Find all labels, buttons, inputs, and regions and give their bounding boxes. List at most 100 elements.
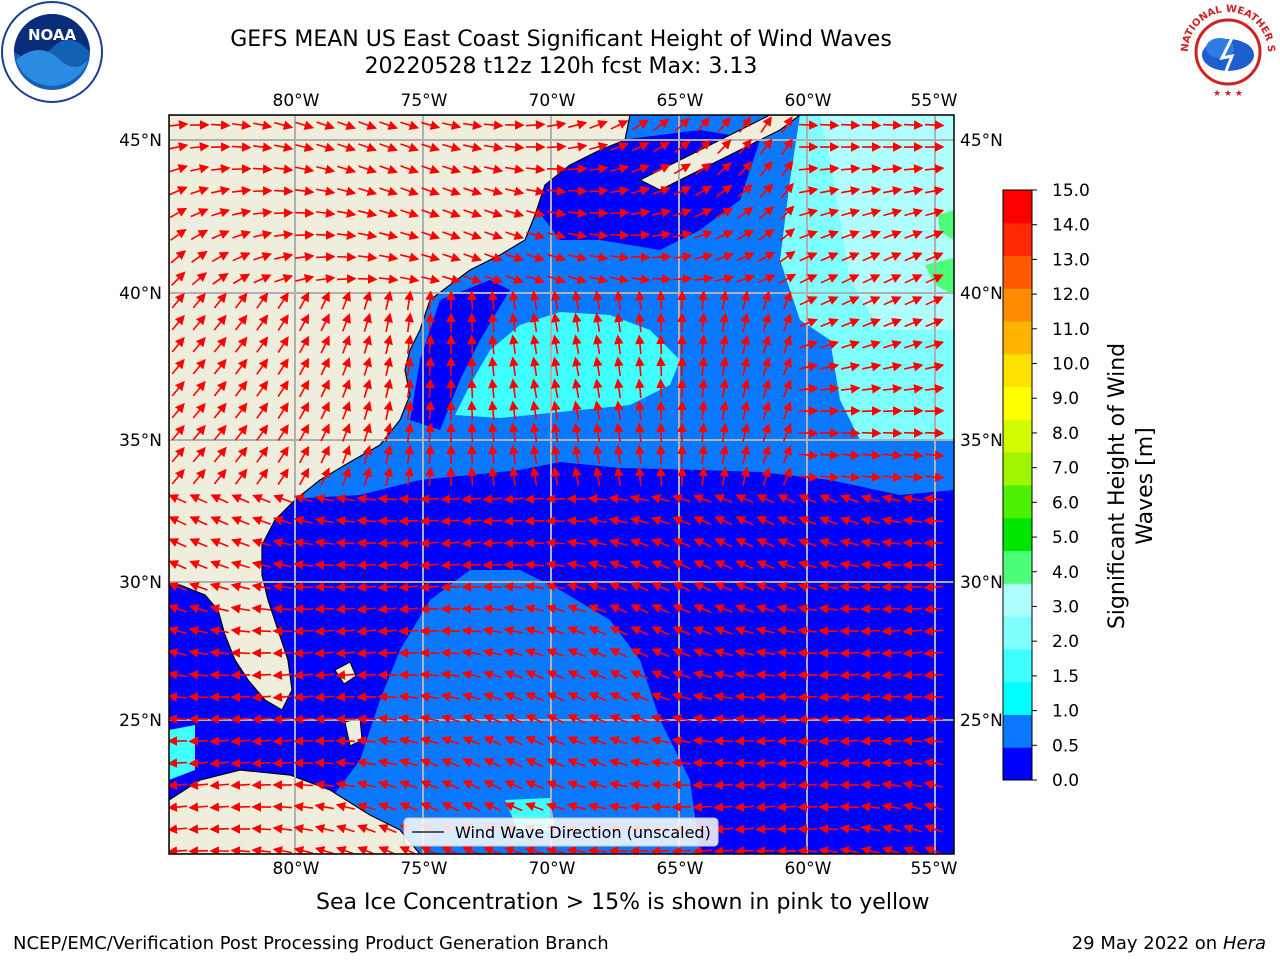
wave-direction-arrow xyxy=(440,538,461,548)
wave-direction-arrow xyxy=(504,758,523,768)
wave-direction-arrow xyxy=(530,312,540,333)
wave-direction-arrow xyxy=(256,380,269,397)
wave-direction-arrow xyxy=(400,142,419,152)
wave-direction-arrow xyxy=(924,428,945,438)
wave-direction-arrow xyxy=(713,802,734,812)
wave-direction-arrow xyxy=(505,208,525,218)
wave-direction-arrow xyxy=(482,494,503,504)
wave-direction-arrow xyxy=(589,252,609,262)
wave-direction-arrow xyxy=(377,538,398,548)
wave-direction-arrow xyxy=(335,692,356,702)
wave-direction-arrow xyxy=(377,758,397,768)
wave-direction-arrow xyxy=(631,119,650,131)
colorbar-frame xyxy=(1002,189,1033,781)
wave-direction-arrow xyxy=(484,252,503,262)
wave-direction-arrow xyxy=(609,230,630,240)
wave-direction-arrow xyxy=(488,356,498,377)
wave-direction-arrow xyxy=(610,274,630,284)
wave-direction-arrow xyxy=(463,208,482,218)
colorbar-tick-label: 6.0 xyxy=(1052,493,1079,513)
colorbar-tick-label: 0.0 xyxy=(1052,771,1079,791)
wave-direction-arrow xyxy=(819,450,840,460)
wave-direction-arrow xyxy=(488,378,498,399)
wave-direction-arrow xyxy=(782,335,792,354)
wave-direction-arrow xyxy=(546,780,565,790)
wave-direction-arrow xyxy=(902,736,923,746)
wave-direction-arrow xyxy=(545,560,566,570)
wave-direction-arrow xyxy=(169,714,188,724)
wave-direction-arrow xyxy=(362,444,372,464)
wave-direction-arrow xyxy=(713,670,733,680)
wave-direction-arrow xyxy=(383,422,393,442)
wave-direction-arrow xyxy=(635,356,645,377)
wave-direction-arrow xyxy=(231,120,252,130)
wave-direction-arrow xyxy=(798,164,819,174)
wave-direction-arrow xyxy=(525,780,544,790)
wave-direction-arrow xyxy=(715,274,735,284)
wave-direction-arrow xyxy=(230,846,251,854)
wave-direction-arrow xyxy=(341,401,351,420)
wave-direction-arrow xyxy=(482,604,503,614)
wave-direction-arrow xyxy=(609,670,628,680)
wave-direction-arrow xyxy=(253,252,273,262)
wave-direction-arrow xyxy=(883,186,903,196)
wave-direction-arrow xyxy=(398,582,419,592)
wave-direction-arrow xyxy=(652,208,672,218)
wave-direction-arrow xyxy=(819,384,840,394)
wave-direction-arrow xyxy=(546,186,567,196)
wave-direction-arrow xyxy=(442,274,462,284)
wave-direction-arrow xyxy=(630,230,651,240)
wave-direction-arrow xyxy=(232,230,252,240)
wave-direction-arrow xyxy=(924,472,945,482)
wave-direction-arrow xyxy=(841,186,861,196)
wave-direction-arrow xyxy=(757,251,776,263)
wave-direction-arrow xyxy=(782,467,792,486)
wave-direction-arrow xyxy=(566,538,587,548)
wave-direction-arrow xyxy=(294,186,315,196)
wave-direction-arrow xyxy=(651,648,670,658)
wave-direction-arrow xyxy=(819,494,838,504)
wave-direction-arrow xyxy=(362,378,372,398)
colorbar-tick-label: 8.0 xyxy=(1052,424,1079,444)
wave-direction-arrow xyxy=(483,802,502,812)
wave-direction-arrow xyxy=(274,252,294,262)
wave-direction-arrow xyxy=(902,780,922,790)
wave-direction-arrow xyxy=(252,164,273,174)
wave-direction-arrow xyxy=(337,208,357,218)
wave-direction-arrow xyxy=(211,230,230,240)
wave-direction-arrow xyxy=(799,340,819,350)
wave-direction-arrow xyxy=(463,274,483,284)
wave-direction-arrow xyxy=(777,494,796,504)
wave-direction-arrow xyxy=(189,494,208,504)
wave-direction-arrow xyxy=(924,406,945,416)
wave-direction-arrow xyxy=(421,230,441,240)
wave-direction-arrow xyxy=(551,312,561,333)
wave-direction-arrow xyxy=(925,208,945,218)
wave-direction-arrow xyxy=(756,494,775,504)
wave-direction-arrow xyxy=(799,296,818,306)
wave-direction-arrow xyxy=(462,736,481,746)
wave-direction-arrow xyxy=(797,692,818,702)
wave-direction-arrow xyxy=(192,402,206,419)
wave-direction-arrow xyxy=(251,758,272,768)
lat-label-left: 30°N xyxy=(119,573,162,593)
wave-direction-arrow xyxy=(882,428,903,438)
wave-direction-arrow xyxy=(881,758,902,768)
wave-direction-arrow xyxy=(483,758,502,768)
wave-direction-arrow xyxy=(230,736,251,746)
wave-direction-arrow xyxy=(420,780,439,790)
lat-label-right: 30°N xyxy=(960,573,1003,593)
wave-direction-arrow xyxy=(400,120,420,130)
wave-direction-arrow xyxy=(273,494,292,504)
wave-direction-arrow xyxy=(188,758,209,768)
wave-direction-arrow xyxy=(524,604,544,614)
wave-direction-arrow xyxy=(377,494,398,504)
wave-direction-arrow xyxy=(737,184,754,198)
wave-direction-arrow xyxy=(213,424,227,441)
wave-direction-arrow xyxy=(524,494,545,504)
wave-zone-coastal-dark-2 xyxy=(410,280,510,430)
wave-direction-arrow xyxy=(379,164,398,174)
colorbar-segment xyxy=(1003,485,1032,519)
wave-direction-arrow xyxy=(377,582,398,592)
wave-direction-arrow xyxy=(740,378,750,398)
